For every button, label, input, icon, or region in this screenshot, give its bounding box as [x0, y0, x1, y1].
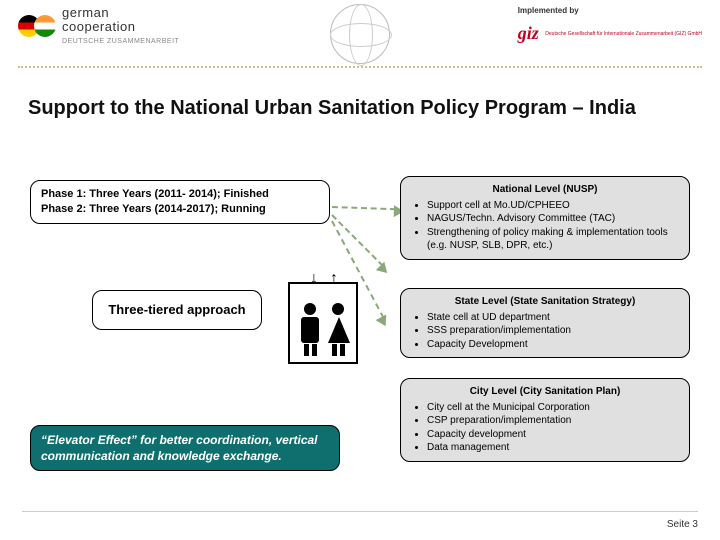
- giz-mark: giz: [518, 23, 539, 43]
- city-list: City cell at the Municipal Corporation C…: [411, 401, 679, 455]
- phase-line1: Phase 1: Three Years (2011- 2014); Finis…: [41, 187, 319, 202]
- national-item: NAGUS/Techn. Advisory Committee (TAC): [427, 212, 679, 226]
- arrow-up-icon: ↑: [330, 270, 338, 288]
- city-item: CSP preparation/implementation: [427, 414, 679, 428]
- state-heading: State Level (State Sanitation Strategy): [411, 295, 679, 309]
- state-level-box: State Level (State Sanitation Strategy) …: [400, 288, 690, 358]
- logo-line1: german: [62, 5, 109, 20]
- state-list: State cell at UD department SSS preparat…: [411, 311, 679, 352]
- national-item: Support cell at Mo.UD/CPHEEO: [427, 199, 679, 213]
- city-item: Capacity development: [427, 428, 679, 442]
- logo-text-block: german cooperation DEUTSCHE ZUSAMMENARBE…: [62, 6, 179, 46]
- giz-logo: giz Deutsche Gesellschaft für Internatio…: [518, 23, 702, 44]
- header: german cooperation DEUTSCHE ZUSAMMENARBE…: [0, 0, 720, 80]
- three-tiered-label: Three-tiered approach: [108, 302, 245, 317]
- giz-subtext: Deutsche Gesellschaft für Internationale…: [545, 32, 702, 38]
- city-item: Data management: [427, 441, 679, 455]
- city-item: City cell at the Municipal Corporation: [427, 401, 679, 415]
- page-number: Seite 3: [667, 519, 698, 530]
- state-item: State cell at UD department: [427, 311, 679, 325]
- state-item: SSS preparation/implementation: [427, 324, 679, 338]
- person-female-icon: [328, 303, 348, 356]
- header-dotted-rule: [18, 66, 702, 68]
- elevator-effect-text: “Elevator Effect” for better coordinatio…: [41, 433, 318, 463]
- footer-rule: [22, 511, 698, 512]
- arrow-down-icon: ↓: [310, 270, 318, 288]
- city-heading: City Level (City Sanitation Plan): [411, 385, 679, 399]
- implemented-by-block: Implemented by giz Deutsche Gesellschaft…: [518, 6, 702, 44]
- arrow-to-state: [331, 214, 383, 266]
- person-male-icon: [300, 303, 320, 356]
- phase-line2: Phase 2: Three Years (2014-2017); Runnin…: [41, 202, 319, 217]
- implemented-by-label: Implemented by: [518, 6, 702, 15]
- national-list: Support cell at Mo.UD/CPHEEO NAGUS/Techn…: [411, 199, 679, 253]
- logo-subline: DEUTSCHE ZUSAMMENARBEIT: [62, 38, 179, 45]
- city-level-box: City Level (City Sanitation Plan) City c…: [400, 378, 690, 462]
- globe-icon: [330, 4, 390, 64]
- national-heading: National Level (NUSP): [411, 183, 679, 197]
- national-item: Strengthening of policy making & impleme…: [427, 226, 679, 253]
- german-cooperation-logo: german cooperation DEUTSCHE ZUSAMMENARBE…: [18, 6, 179, 46]
- phase-box: Phase 1: Three Years (2011- 2014); Finis…: [30, 180, 330, 224]
- national-level-box: National Level (NUSP) Support cell at Mo…: [400, 176, 690, 260]
- flag-india-icon: [34, 15, 56, 37]
- slide-title: Support to the National Urban Sanitation…: [28, 96, 692, 121]
- elevator-people-icon: ↓ ↑: [288, 282, 358, 364]
- arrow-to-national: [332, 206, 396, 210]
- state-item: Capacity Development: [427, 338, 679, 352]
- elevator-effect-box: “Elevator Effect” for better coordinatio…: [30, 425, 340, 471]
- three-tiered-box: Three-tiered approach: [92, 290, 262, 330]
- logo-line2: cooperation: [62, 19, 135, 34]
